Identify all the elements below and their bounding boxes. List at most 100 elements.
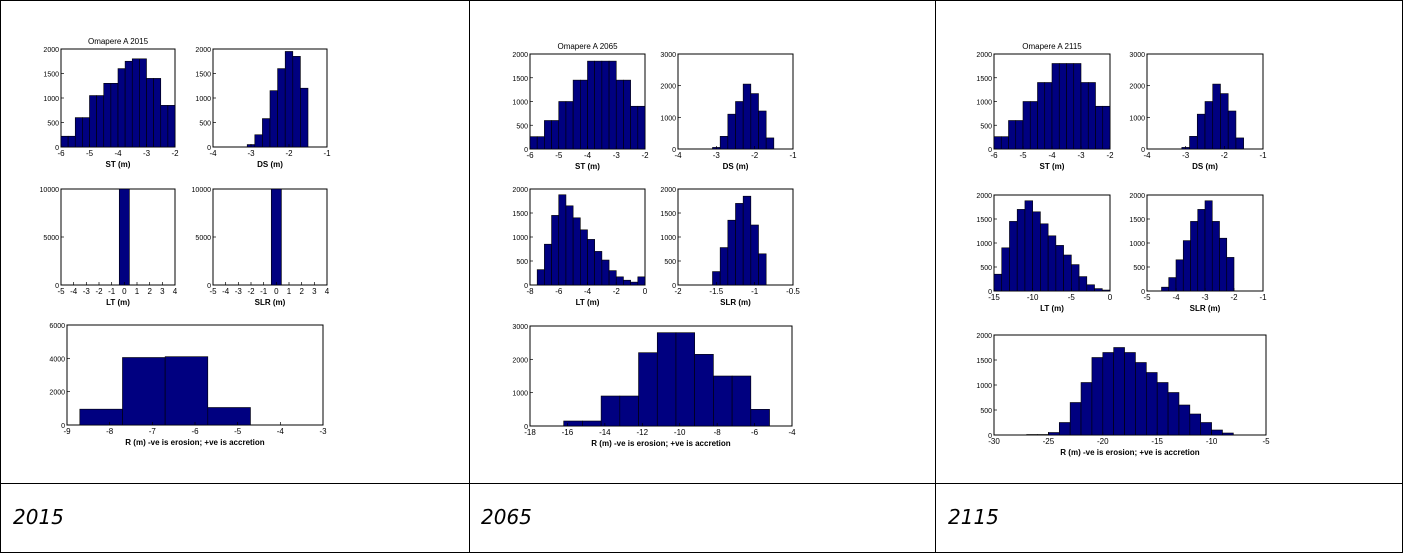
x-tick-label: 1: [135, 287, 140, 296]
x-tick-label: -1: [751, 287, 759, 296]
y-tick-label: 0: [988, 433, 992, 440]
x-tick-label: -0.5: [786, 287, 800, 296]
histogram-2065-5: -18 -16 -14 -12 -10 -8 -6 -4 0 1000 2000 3000 R (m) …: [512, 324, 796, 448]
x-tick-label: -16: [562, 428, 574, 437]
histogram-bar: [1032, 211, 1041, 292]
x-tick-label: -4: [70, 287, 78, 296]
y-tick-label: 1500: [512, 211, 528, 218]
x-tick-label: -1: [323, 149, 331, 158]
histogram-bar: [1044, 82, 1053, 150]
y-tick-label: 2000: [660, 84, 676, 91]
histogram-bar: [1008, 120, 1017, 150]
histogram-bar: [750, 224, 759, 286]
x-tick-label: -10: [1206, 437, 1218, 446]
histogram-bar: [262, 118, 271, 148]
x-axis-label: R (m) -ve is erosion; +ve is accretion: [125, 438, 264, 447]
y-tick-label: 0: [55, 283, 59, 290]
y-tick-label: 2000: [49, 390, 65, 397]
histogram-bar: [89, 95, 97, 148]
histogram-bar: [608, 270, 617, 286]
y-tick-label: 1000: [1129, 115, 1145, 122]
histogram-bar: [1211, 221, 1220, 292]
histogram-bar: [1066, 63, 1075, 150]
histogram-bar: [758, 253, 767, 286]
chart-title: Omapere A 2065: [557, 42, 618, 51]
histogram-bar: [731, 375, 752, 427]
histogram-2115-2: -4 -3 -2 -1 0 1000 2000 3000 DS (m): [1129, 52, 1267, 171]
histogram-bar: [146, 78, 154, 148]
x-axis-label: R (m) -ve is erosion; +ve is accretion: [591, 439, 730, 448]
histogram-bar: [1022, 101, 1031, 150]
y-tick-label: 1000: [660, 235, 676, 242]
histogram-bar: [1196, 113, 1206, 150]
histogram-2015-1: -6 -5 -4 -3 -2 0 500 1000 1500 2000 ST (m) Omapere …: [43, 37, 179, 169]
x-tick-label: 3: [160, 287, 165, 296]
x-tick-label: -8: [714, 428, 722, 437]
histogram-bar: [1226, 257, 1235, 292]
x-tick-label: -3: [1077, 151, 1085, 160]
histogram-bar: [1168, 277, 1177, 292]
histogram-bar: [601, 259, 610, 286]
y-tick-label: 10000: [40, 187, 60, 194]
histogram-bar: [1071, 264, 1080, 292]
histogram-bar: [1222, 432, 1234, 436]
histogram-bar: [164, 356, 209, 426]
histogram-2115-5: -30 -25 -20 -15 -10 -5 0 500 1000 1500 2000 R (m) -…: [976, 333, 1270, 457]
histogram-bar: [544, 243, 552, 286]
x-tick-label: -2: [1221, 151, 1229, 160]
histogram-bar: [1058, 63, 1067, 150]
histogram-bar: [765, 137, 775, 150]
x-axis-label: SLR (m): [255, 298, 286, 307]
histogram-bar: [1055, 245, 1064, 292]
x-axis-label: ST (m): [106, 160, 131, 169]
x-tick-label: -2: [674, 287, 682, 296]
x-axis-label: DS (m): [257, 160, 283, 169]
x-tick-label: -2: [641, 151, 649, 160]
y-tick-label: 1000: [976, 383, 992, 390]
histogram-bar: [1000, 136, 1009, 150]
x-tick-label: -6: [990, 151, 998, 160]
histogram-bar: [1047, 235, 1057, 292]
x-tick-label: -3: [319, 427, 327, 436]
histogram-bar: [551, 215, 560, 286]
histogram-bar: [1235, 137, 1244, 150]
x-axis-label: DS (m): [1192, 162, 1218, 171]
x-tick-label: -3: [235, 287, 243, 296]
histogram-2015-2: -4 -3 -2 -1 0 500 1000 1500 2000 DS (m): [195, 47, 331, 169]
x-tick-label: -4: [209, 149, 217, 158]
histogram-bar: [735, 203, 744, 286]
y-tick-label: 5000: [195, 235, 211, 242]
x-tick-label: -6: [555, 287, 563, 296]
histogram-bar: [1078, 276, 1088, 292]
histogram-bar: [110, 83, 119, 148]
histogram-bar: [758, 110, 767, 150]
histogram-bar: [558, 101, 567, 150]
x-tick-label: -3: [247, 149, 255, 158]
histogram-bar: [637, 276, 646, 286]
histogram-bar: [118, 188, 130, 286]
histogram-bar: [623, 279, 631, 286]
histogram-bar: [742, 83, 752, 150]
histogram-bar: [67, 135, 76, 148]
x-tick-label: -10: [674, 428, 686, 437]
y-tick-label: 500: [47, 121, 59, 128]
histogram-2115-3: -15 -10 -5 0 0 500 1000 1500 2000 LT (m): [976, 193, 1112, 313]
histogram-bar: [563, 420, 583, 427]
histogram-bar: [587, 60, 595, 150]
y-tick-label: 0: [1141, 147, 1145, 154]
histogram-2015-5: -9 -8 -7 -6 -5 -4 -3 0 2000 4000 6000 R (m) -ve is …: [49, 323, 327, 447]
y-tick-label: 0: [988, 289, 992, 296]
histogram-bar: [993, 273, 1003, 292]
y-tick-label: 2000: [1129, 193, 1145, 200]
histogram-bar: [1182, 240, 1191, 292]
x-tick-label: -5: [1019, 151, 1027, 160]
x-tick-label: -4: [1048, 151, 1056, 160]
histogram-bar: [536, 136, 545, 150]
x-tick-label: -4: [674, 151, 682, 160]
table-border-left: [0, 0, 1, 553]
histogram-bar: [153, 78, 162, 148]
x-tick-label: -3: [1201, 293, 1209, 302]
x-tick-label: -9: [63, 427, 71, 436]
histogram-bar: [615, 276, 624, 286]
